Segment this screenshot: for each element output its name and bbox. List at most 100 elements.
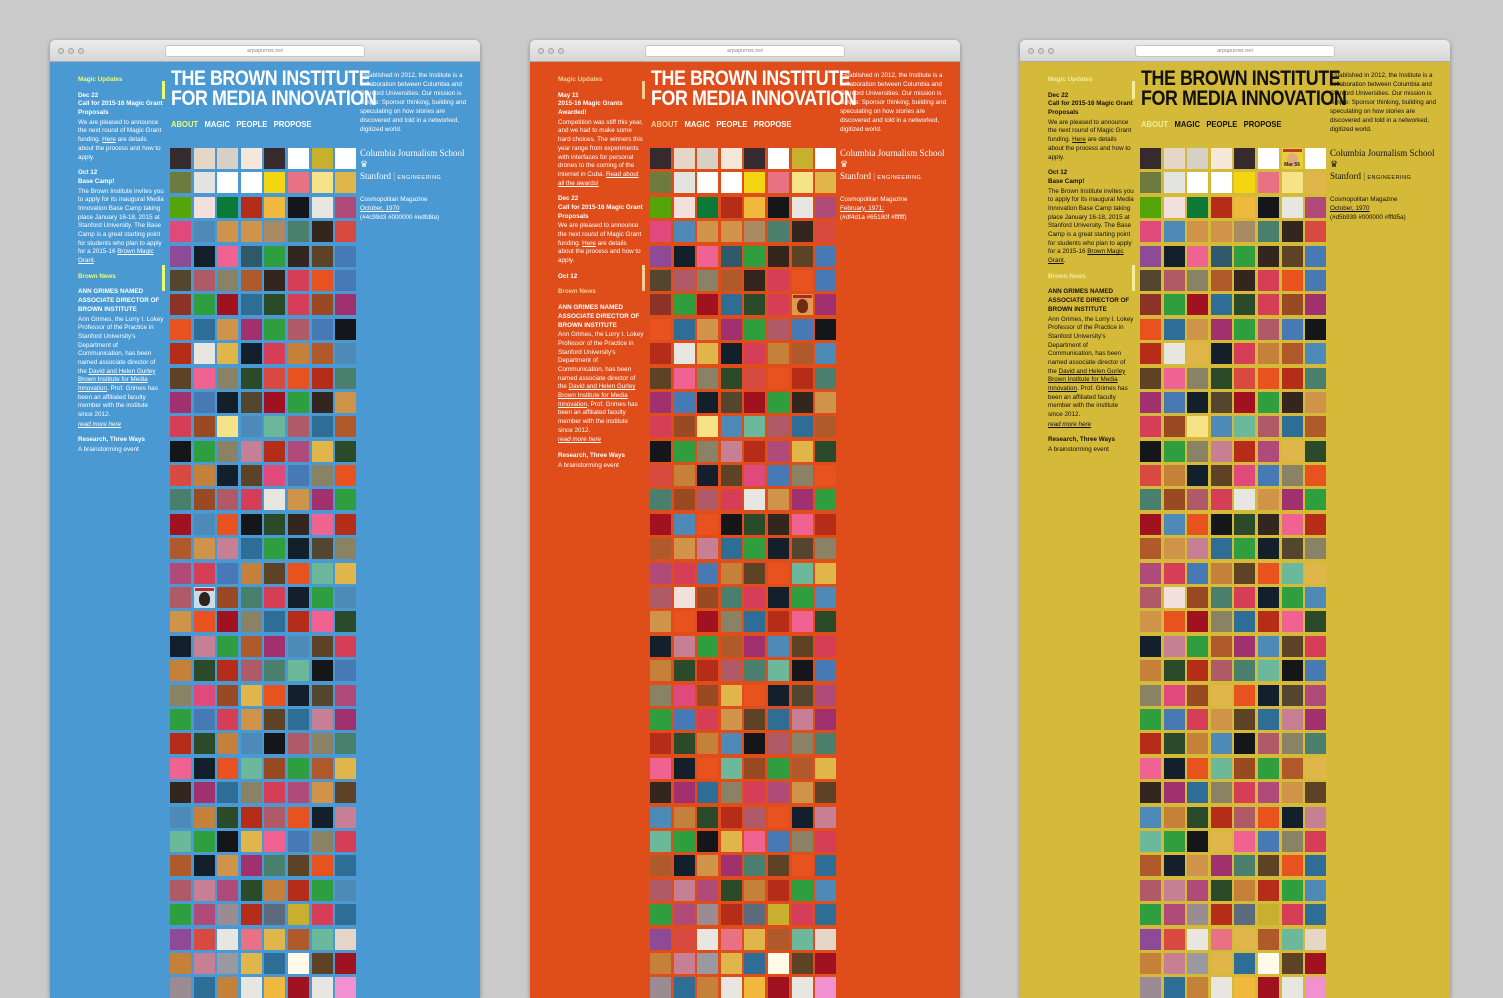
palette-tile[interactable] bbox=[1187, 489, 1209, 511]
nav-item-about[interactable]: ABOUT bbox=[1141, 119, 1169, 129]
palette-tile[interactable] bbox=[791, 733, 813, 755]
palette-tile[interactable] bbox=[1257, 708, 1279, 730]
palette-tile[interactable] bbox=[744, 587, 766, 609]
palette-tile[interactable] bbox=[217, 782, 239, 804]
palette-tile[interactable] bbox=[1187, 221, 1209, 243]
palette-tile[interactable] bbox=[1305, 465, 1327, 487]
palette-tile[interactable] bbox=[170, 806, 191, 828]
palette-tile[interactable] bbox=[1234, 611, 1256, 633]
palette-tile[interactable] bbox=[1257, 904, 1279, 926]
palette-tile[interactable] bbox=[673, 489, 695, 511]
palette-tile[interactable] bbox=[1234, 708, 1256, 730]
palette-tile[interactable] bbox=[311, 343, 333, 365]
palette-tile[interactable] bbox=[1305, 538, 1327, 560]
palette-tile[interactable] bbox=[193, 806, 215, 828]
palette-tile[interactable] bbox=[264, 904, 286, 926]
palette-tile[interactable] bbox=[264, 294, 286, 316]
palette-tile[interactable] bbox=[240, 611, 262, 633]
palette-tile[interactable] bbox=[673, 611, 695, 633]
palette-tile[interactable] bbox=[1305, 952, 1327, 974]
palette-tile[interactable] bbox=[1234, 245, 1256, 267]
palette-tile[interactable] bbox=[744, 733, 766, 755]
palette-tile[interactable] bbox=[673, 294, 695, 316]
palette-tile[interactable] bbox=[240, 562, 262, 584]
palette-tile[interactable] bbox=[1234, 757, 1256, 779]
palette-tile[interactable] bbox=[1163, 757, 1185, 779]
palette-tile[interactable] bbox=[744, 245, 766, 267]
palette-tile[interactable] bbox=[673, 562, 695, 584]
palette-tile[interactable] bbox=[1187, 611, 1209, 633]
palette-tile[interactable] bbox=[217, 513, 239, 535]
palette-tile[interactable] bbox=[264, 269, 286, 291]
palette-tile[interactable] bbox=[287, 977, 309, 998]
palette-tile[interactable] bbox=[193, 611, 215, 633]
palette-tile[interactable] bbox=[1187, 343, 1209, 365]
palette-tile[interactable] bbox=[650, 977, 671, 998]
palette-tile[interactable] bbox=[1281, 465, 1303, 487]
palette-tile[interactable] bbox=[815, 611, 837, 633]
nav-item-magic[interactable]: MAGIC bbox=[204, 119, 231, 129]
palette-tile[interactable] bbox=[1234, 806, 1256, 828]
palette-tile[interactable] bbox=[767, 367, 789, 389]
palette-tile[interactable] bbox=[791, 952, 813, 974]
palette-tile[interactable] bbox=[744, 196, 766, 218]
zoom-button[interactable] bbox=[1048, 48, 1054, 54]
palette-tile[interactable] bbox=[1163, 367, 1185, 389]
palette-tile[interactable] bbox=[240, 635, 262, 657]
palette-tile[interactable] bbox=[193, 465, 215, 487]
palette-tile[interactable] bbox=[673, 733, 695, 755]
palette-tile[interactable] bbox=[815, 757, 837, 779]
palette-tile[interactable] bbox=[767, 635, 789, 657]
palette-tile[interactable] bbox=[697, 806, 719, 828]
palette-tile[interactable] bbox=[815, 391, 837, 413]
palette-tile[interactable] bbox=[287, 294, 309, 316]
palette-tile[interactable] bbox=[1257, 318, 1279, 340]
palette-tile[interactable] bbox=[311, 269, 333, 291]
palette-tile[interactable] bbox=[1305, 708, 1327, 730]
palette-tile[interactable] bbox=[673, 440, 695, 462]
palette-tile[interactable] bbox=[1140, 830, 1161, 852]
palette-tile[interactable] bbox=[791, 367, 813, 389]
palette-tile[interactable] bbox=[720, 684, 742, 706]
palette-tile[interactable] bbox=[335, 782, 357, 804]
palette-tile[interactable] bbox=[335, 148, 357, 169]
palette-tile[interactable] bbox=[240, 221, 262, 243]
palette-tile[interactable] bbox=[240, 148, 262, 169]
palette-tile[interactable] bbox=[193, 830, 215, 852]
palette-tile[interactable] bbox=[1163, 904, 1185, 926]
palette-tile[interactable] bbox=[1305, 635, 1327, 657]
palette-tile[interactable] bbox=[335, 440, 357, 462]
palette-tile[interactable] bbox=[1140, 391, 1161, 413]
palette-tile[interactable] bbox=[264, 855, 286, 877]
palette-tile[interactable] bbox=[311, 904, 333, 926]
palette-tile[interactable] bbox=[1163, 977, 1185, 998]
palette-tile[interactable] bbox=[311, 977, 333, 998]
palette-tile[interactable] bbox=[1210, 489, 1232, 511]
palette-tile[interactable] bbox=[287, 196, 309, 218]
palette-tile[interactable] bbox=[650, 562, 671, 584]
palette-tile[interactable] bbox=[193, 977, 215, 998]
palette-tile[interactable] bbox=[673, 416, 695, 438]
nav-item-people[interactable]: PEOPLE bbox=[716, 119, 748, 129]
palette-tile[interactable] bbox=[815, 587, 837, 609]
palette-tile[interactable] bbox=[650, 611, 671, 633]
palette-tile[interactable] bbox=[791, 391, 813, 413]
zoom-button[interactable] bbox=[558, 48, 564, 54]
palette-tile[interactable] bbox=[1210, 757, 1232, 779]
palette-tile[interactable] bbox=[767, 245, 789, 267]
palette-tile[interactable] bbox=[264, 489, 286, 511]
palette-tile[interactable] bbox=[170, 757, 191, 779]
palette-tile[interactable] bbox=[170, 245, 191, 267]
palette-tile[interactable] bbox=[1140, 416, 1161, 438]
palette-tile[interactable] bbox=[767, 904, 789, 926]
palette-tile[interactable] bbox=[791, 708, 813, 730]
palette-tile[interactable] bbox=[815, 660, 837, 682]
palette-tile[interactable] bbox=[1187, 879, 1209, 901]
palette-tile[interactable] bbox=[311, 196, 333, 218]
palette-tile[interactable] bbox=[335, 538, 357, 560]
palette-tile[interactable] bbox=[240, 416, 262, 438]
palette-tile[interactable] bbox=[1305, 440, 1327, 462]
palette-tile[interactable] bbox=[1257, 733, 1279, 755]
palette-tile[interactable] bbox=[697, 855, 719, 877]
palette-tile[interactable] bbox=[1257, 928, 1279, 950]
